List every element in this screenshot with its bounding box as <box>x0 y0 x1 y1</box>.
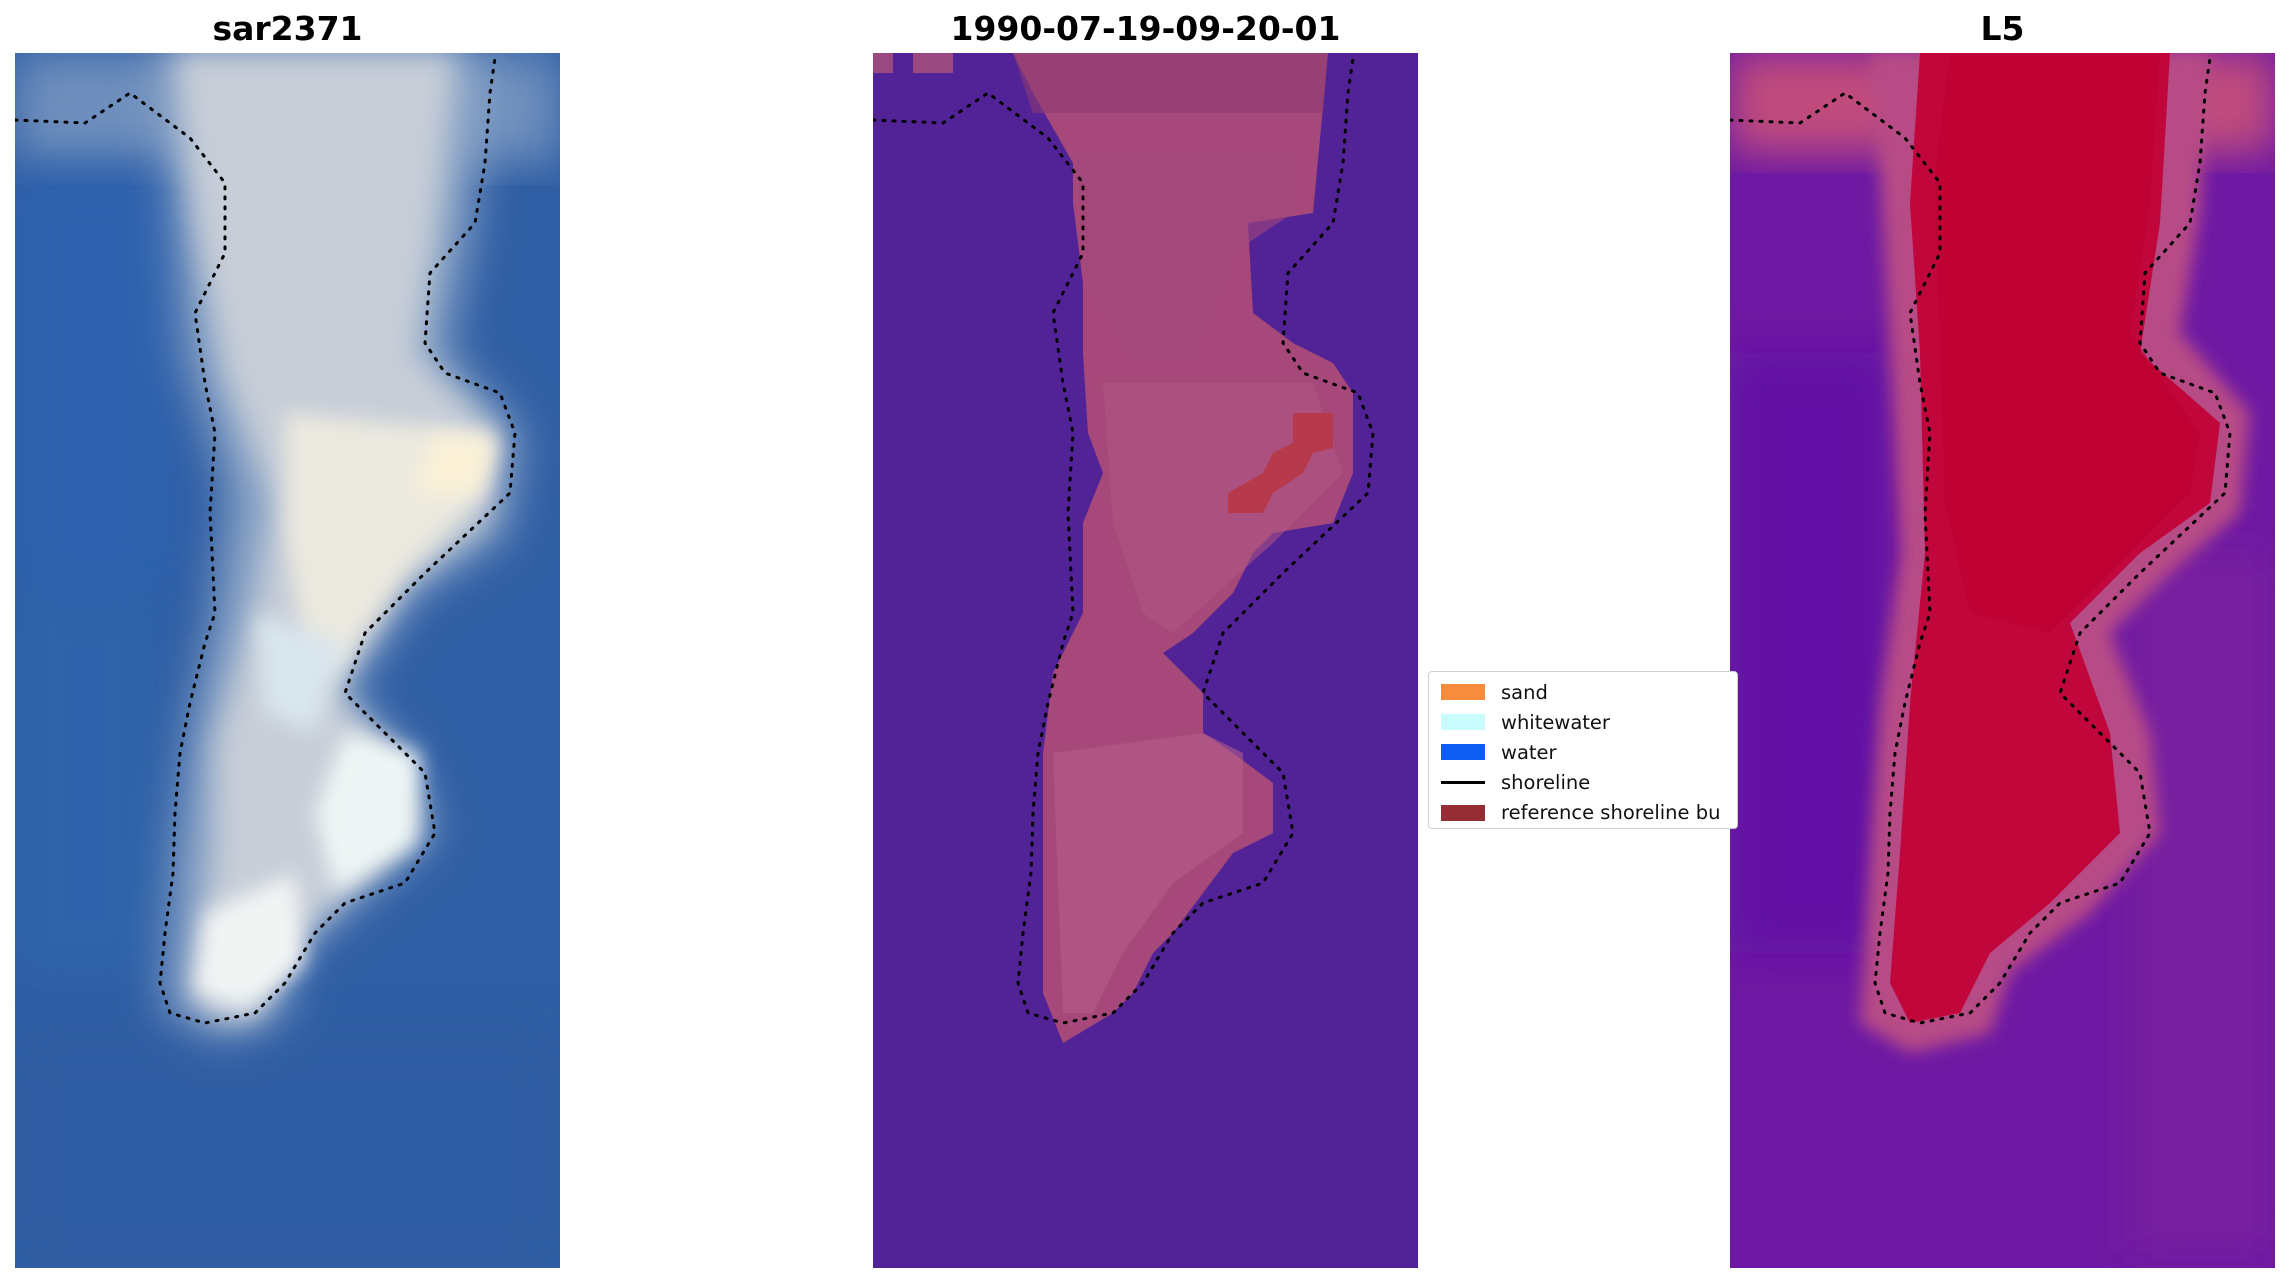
rgb-image <box>15 53 560 1268</box>
legend-label: reference shoreline bu <box>1501 801 1721 825</box>
water-swatch <box>1441 744 1485 761</box>
index-image <box>1730 53 2275 1268</box>
panel-title-1: sar2371 <box>212 9 363 48</box>
legend-item-shoreline: shoreline <box>1435 768 1737 798</box>
reference-buffer-swatch <box>1441 804 1485 821</box>
shoreline <box>873 56 1375 1025</box>
shoreline-line-swatch <box>1441 781 1485 785</box>
rgb-image-panel <box>15 53 560 1268</box>
legend-label: shoreline <box>1501 771 1591 795</box>
legend: sand whitewater water shoreline referenc… <box>1428 671 1738 829</box>
sand-swatch <box>1441 684 1485 701</box>
legend-label: sand <box>1501 680 1548 704</box>
legend-item-water: water <box>1435 737 1737 767</box>
legend-label: whitewater <box>1501 710 1610 734</box>
legend-item-reference-buffer: reference shoreline bu <box>1435 798 1737 828</box>
legend-item-sand: sand <box>1435 677 1737 707</box>
shoreline <box>1730 56 2232 1025</box>
classified-image-panel <box>873 53 1418 1268</box>
panel-title-3: L5 <box>1980 9 2025 48</box>
index-image-panel <box>1730 53 2275 1268</box>
classified-image <box>873 53 1418 1268</box>
shoreline <box>15 56 517 1025</box>
panel-title-2: 1990-07-19-09-20-01 <box>950 9 1341 48</box>
legend-item-whitewater: whitewater <box>1435 707 1737 737</box>
legend-label: water <box>1501 740 1557 764</box>
whitewater-swatch <box>1441 714 1485 731</box>
